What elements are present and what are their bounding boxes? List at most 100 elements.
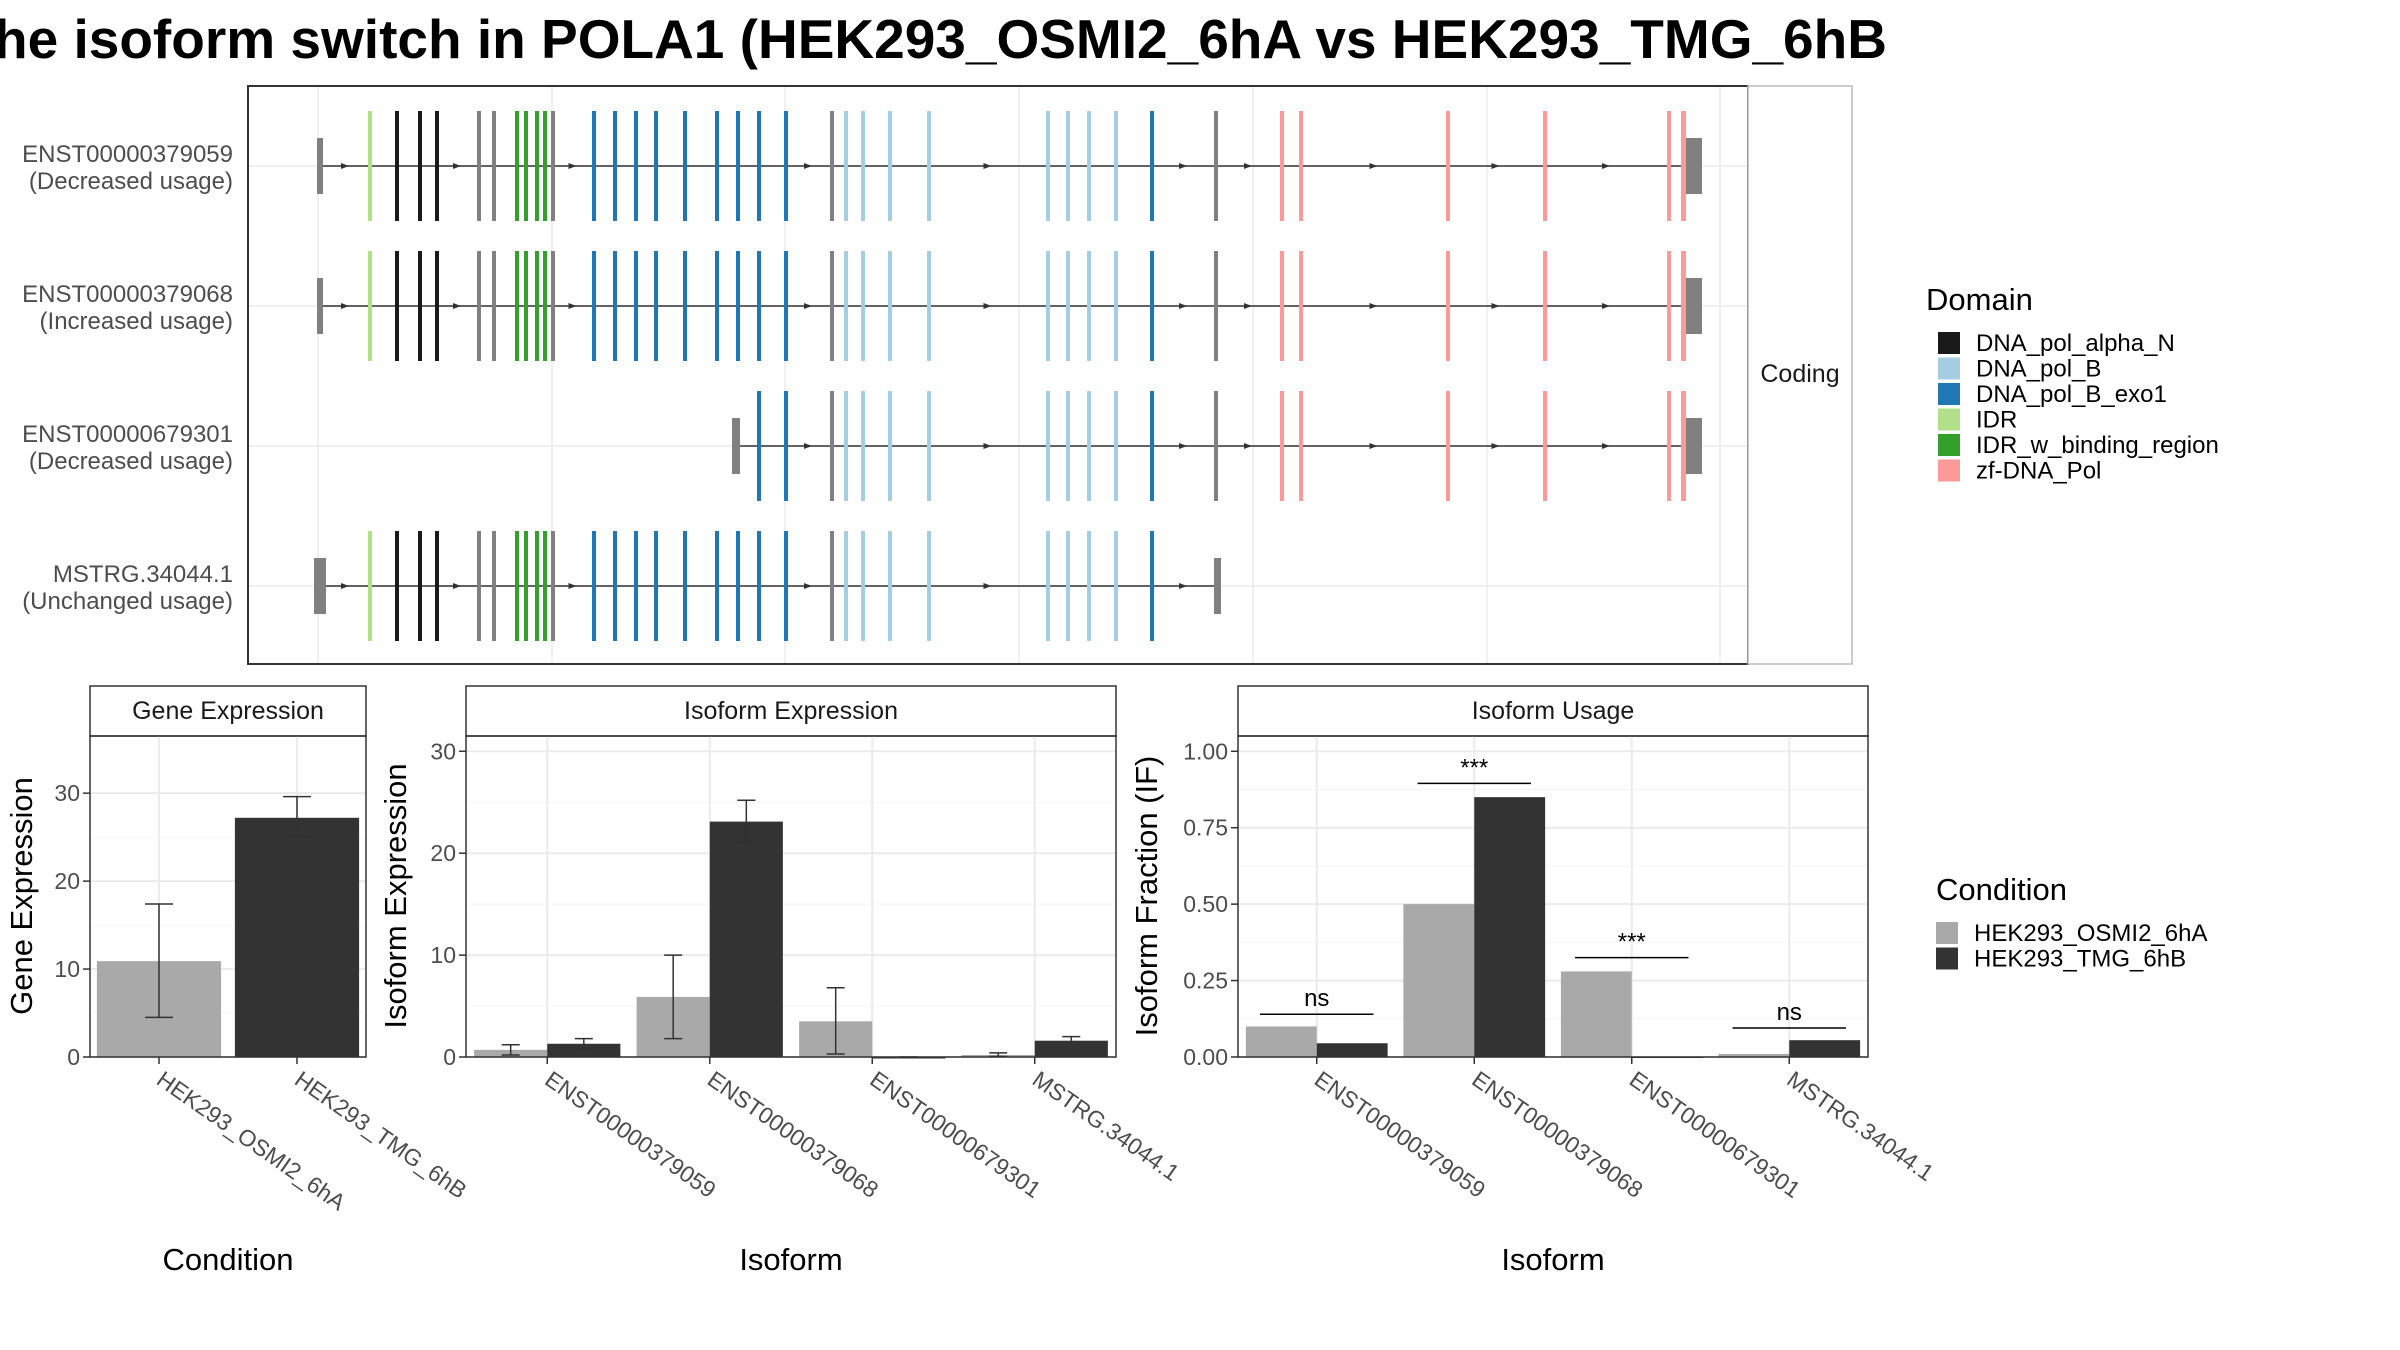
exon-block: [1280, 391, 1284, 501]
exon-block: [535, 111, 539, 221]
strand-arrow-icon: [1369, 303, 1378, 309]
exon-block: [1214, 391, 1218, 501]
exon-block: [435, 531, 439, 641]
exon-block: [543, 111, 547, 221]
error-bar: [145, 903, 173, 1019]
exon-block: [888, 251, 892, 361]
exon-block: [368, 111, 372, 221]
exon-block: [492, 251, 496, 361]
exon-block: [1681, 111, 1686, 221]
transcript-row: ENST00000379059(Decreased usage): [22, 111, 1702, 221]
error-bar: [989, 1052, 1008, 1058]
isoform-expression-panel: Isoform Expression 0 10 20 30 ENST000003790…: [378, 685, 1184, 1277]
domain-legend-label: IDR_w_binding_region: [1976, 432, 2219, 459]
exon-block: [492, 111, 496, 221]
figure-title: he isoform switch in POLA1 (HEK293_OSMI2…: [0, 8, 1887, 70]
domain-legend-key: [1938, 408, 1960, 431]
exon-block: [1066, 391, 1070, 501]
exon-block: [535, 531, 539, 641]
exon-block: [927, 111, 931, 221]
strand-arrow-icon: [568, 303, 577, 309]
exon-block: [634, 251, 638, 361]
strand-arrow-icon: [341, 583, 349, 589]
exon-block: [888, 391, 892, 501]
exon-block: [1214, 251, 1218, 361]
exon-block: [477, 531, 481, 641]
exon-block: [784, 111, 788, 221]
exon-block: [1087, 391, 1091, 501]
exon-block: [1150, 531, 1154, 641]
y-tick-label: 10: [54, 956, 80, 982]
transcript-row: ENST00000679301(Decreased usage): [22, 391, 1702, 501]
exon-block: [927, 391, 931, 501]
exon-block: [1046, 391, 1050, 501]
isoform-usage-x-axis-title: Isoform: [1501, 1242, 1604, 1277]
exon-block: [1114, 251, 1118, 361]
isoform-expression-bar: [1034, 1040, 1108, 1057]
strand-arrow-icon: [1369, 443, 1378, 449]
strand-arrow-icon: [453, 163, 461, 169]
exon-block: [613, 111, 617, 221]
exon-block: [757, 391, 761, 501]
y-tick-label: 0.25: [1183, 968, 1228, 994]
strand-arrow-icon: [983, 443, 992, 449]
exon-block: [784, 531, 788, 641]
exon-block: [317, 138, 323, 194]
exon-block: [368, 531, 372, 641]
y-tick-label: 1.00: [1183, 738, 1228, 764]
error-bar: [826, 986, 845, 1055]
exon-block: [314, 558, 326, 614]
isoform-expression-bar: [709, 821, 783, 1057]
strand-arrow-icon: [1369, 163, 1378, 169]
isoform-usage-significance: ns *** *** ns: [1260, 754, 1846, 1029]
domain-legend-key: [1938, 434, 1960, 456]
strand-arrow-icon: [1602, 443, 1610, 449]
exon-block: [888, 111, 892, 221]
exon-block: [592, 531, 596, 641]
error-bar: [501, 1044, 520, 1056]
exon-block: [543, 251, 547, 361]
isoform-expression-y-ticks: 0 10 20 30: [430, 738, 466, 1070]
condition-legend-label: HEK293_TMG_6hB: [1974, 946, 2186, 973]
exon-block: [613, 251, 617, 361]
exon-block: [492, 531, 496, 641]
domain-legend-key: [1938, 383, 1960, 405]
exon-block: [1066, 111, 1070, 221]
exon-block: [784, 251, 788, 361]
exon-block: [515, 111, 519, 221]
exon-block: [368, 251, 372, 361]
exon-block: [736, 251, 740, 361]
exon-block: [757, 251, 761, 361]
exon-block: [888, 531, 892, 641]
exon-block: [592, 251, 596, 361]
x-tick-label: MSTRG.34044.1: [1028, 1066, 1184, 1186]
x-tick-label: ENST00000379059: [1310, 1066, 1490, 1203]
domain-legend-label: DNA_pol_alpha_N: [1976, 330, 2175, 357]
exon-block: [1087, 531, 1091, 641]
isoform-expression-bar: [547, 1043, 621, 1057]
exon-block: [515, 531, 519, 641]
exon-block: [844, 391, 848, 501]
domain-legend-key: [1938, 459, 1960, 482]
strand-arrow-icon: [1244, 303, 1252, 309]
coding-strip: [1747, 85, 1853, 665]
domain-legend-label: IDR: [1976, 407, 2017, 434]
transcript-id-label: ENST00000379059: [22, 141, 233, 168]
domain-legend-title: Domain: [1926, 282, 2033, 317]
exon-block: [715, 111, 719, 221]
transcript-usage-label: (Decreased usage): [29, 448, 233, 475]
exon-block: [736, 111, 740, 221]
exon-block: [395, 531, 399, 641]
error-bar: [664, 954, 683, 1040]
y-tick-label: 10: [430, 942, 456, 968]
exon-block: [1150, 111, 1154, 221]
isoform-usage-bar: [1789, 1040, 1861, 1057]
exon-block: [418, 111, 422, 221]
exon-block: [715, 251, 719, 361]
isoform-usage-bar: [1560, 971, 1632, 1057]
exon-block: [1299, 111, 1303, 221]
exon-block: [634, 111, 638, 221]
exon-block: [830, 531, 834, 641]
strand-arrow-icon: [804, 583, 812, 589]
